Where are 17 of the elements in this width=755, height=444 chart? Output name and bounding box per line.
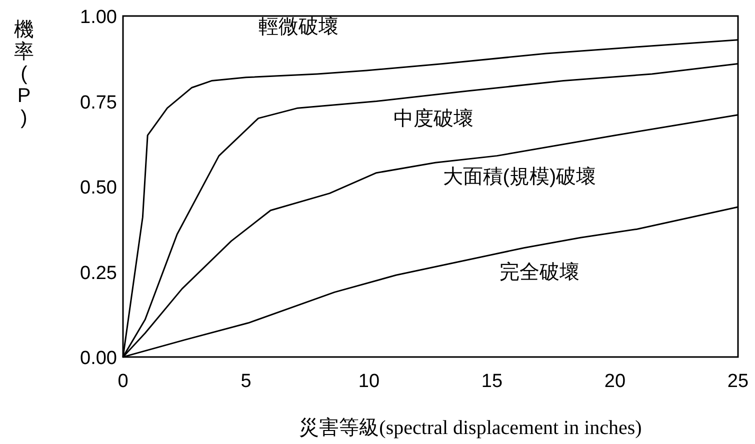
- x-tick-label: 15: [481, 371, 503, 392]
- x-tick-label: 20: [604, 371, 626, 392]
- y-axis-title: 機率(P): [14, 19, 34, 129]
- x-tick-label: 10: [358, 371, 380, 392]
- y-tick-label: 0.00: [80, 348, 117, 369]
- series-label: 完全破壞: [499, 260, 580, 284]
- x-axis-title: 災害等級(spectral displacement in inches): [299, 416, 642, 439]
- y-tick-label: 0.75: [80, 92, 117, 114]
- x-tick-label: 0: [118, 371, 128, 392]
- series-label: 輕微破壞: [258, 16, 338, 38]
- x-tick-label: 5: [240, 371, 252, 392]
- y-tick-label: 0.50: [80, 178, 117, 198]
- y-tick-label: 0.25: [80, 262, 117, 284]
- series-label: 中度破壞: [394, 108, 474, 130]
- series-label: 大面積(規模)破壞: [442, 166, 596, 188]
- x-tick-label: 25: [727, 371, 749, 392]
- y-tick-label: 1.00: [80, 7, 117, 28]
